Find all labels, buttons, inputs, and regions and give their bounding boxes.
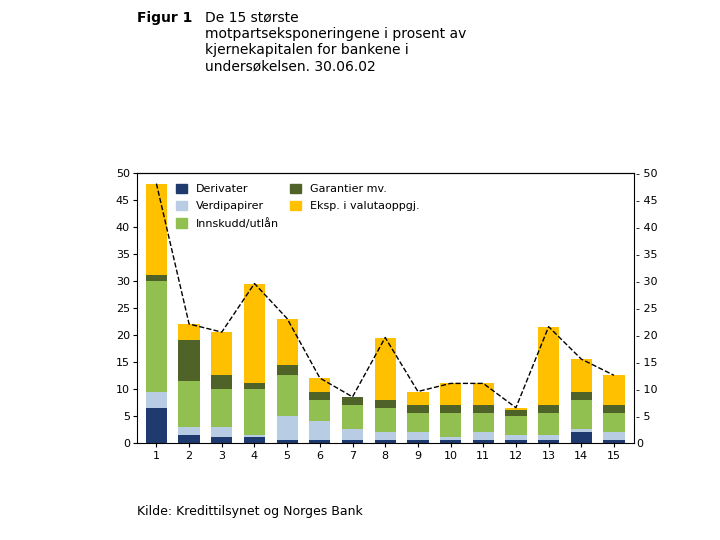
Bar bbox=[179, 324, 199, 340]
Bar bbox=[571, 400, 592, 429]
Bar bbox=[244, 389, 265, 435]
Bar bbox=[571, 359, 592, 392]
Bar bbox=[408, 432, 428, 440]
Bar bbox=[603, 440, 625, 443]
Text: Figur 1: Figur 1 bbox=[137, 11, 192, 25]
Bar bbox=[440, 383, 462, 405]
Bar bbox=[603, 413, 625, 432]
Bar bbox=[309, 421, 330, 440]
Bar bbox=[408, 413, 428, 432]
Bar bbox=[374, 400, 396, 408]
Bar bbox=[276, 440, 298, 443]
Bar bbox=[505, 440, 526, 443]
Bar bbox=[179, 340, 199, 381]
Bar bbox=[309, 392, 330, 400]
Bar bbox=[472, 413, 494, 432]
Bar bbox=[342, 440, 363, 443]
Bar bbox=[211, 427, 233, 437]
Bar bbox=[145, 281, 167, 392]
Bar bbox=[374, 432, 396, 440]
Bar bbox=[603, 432, 625, 440]
Bar bbox=[440, 413, 462, 437]
Bar bbox=[276, 364, 298, 375]
Bar bbox=[374, 338, 396, 400]
Bar bbox=[374, 440, 396, 443]
Bar bbox=[538, 435, 559, 440]
Bar bbox=[276, 319, 298, 364]
Bar bbox=[145, 408, 167, 443]
Bar bbox=[179, 427, 199, 435]
Bar bbox=[211, 332, 233, 375]
Text: Kilde: Kredittilsynet og Norges Bank: Kilde: Kredittilsynet og Norges Bank bbox=[137, 505, 363, 518]
Bar bbox=[472, 405, 494, 413]
Bar bbox=[374, 408, 396, 432]
Bar bbox=[145, 392, 167, 408]
Bar bbox=[472, 440, 494, 443]
Bar bbox=[145, 184, 167, 275]
Bar bbox=[211, 375, 233, 389]
Bar bbox=[179, 381, 199, 427]
Bar bbox=[309, 440, 330, 443]
Bar bbox=[603, 405, 625, 413]
Bar bbox=[145, 275, 167, 281]
Bar bbox=[309, 378, 330, 392]
Bar bbox=[244, 435, 265, 437]
Bar bbox=[309, 400, 330, 421]
Bar bbox=[211, 437, 233, 443]
Bar bbox=[408, 440, 428, 443]
Bar bbox=[408, 405, 428, 413]
Bar bbox=[342, 397, 363, 405]
Bar bbox=[440, 440, 462, 443]
Legend: Derivater, Verdipapirer, Innskudd/utlån, Garantier mv., Eksp. i valutaoppgj.: Derivater, Verdipapirer, Innskudd/utlån,… bbox=[176, 184, 419, 229]
Bar bbox=[603, 375, 625, 405]
Text: De 15 største
motpartseksponeringene i prosent av
kjernekapitalen for bankene i
: De 15 største motpartseksponeringene i p… bbox=[205, 11, 467, 73]
Bar bbox=[538, 440, 559, 443]
Bar bbox=[440, 437, 462, 440]
Bar bbox=[571, 392, 592, 400]
Bar bbox=[472, 383, 494, 405]
Bar bbox=[538, 413, 559, 435]
Bar bbox=[342, 429, 363, 440]
Bar bbox=[472, 432, 494, 440]
Bar bbox=[211, 389, 233, 427]
Bar bbox=[276, 416, 298, 440]
Bar bbox=[408, 392, 428, 405]
Bar bbox=[244, 383, 265, 389]
Bar bbox=[505, 410, 526, 416]
Bar bbox=[276, 375, 298, 416]
Bar bbox=[505, 408, 526, 410]
Bar bbox=[244, 437, 265, 443]
Bar bbox=[571, 429, 592, 432]
Bar bbox=[179, 435, 199, 443]
Bar bbox=[538, 405, 559, 413]
Bar bbox=[440, 405, 462, 413]
Bar bbox=[505, 416, 526, 435]
Bar bbox=[571, 432, 592, 443]
Bar bbox=[342, 405, 363, 429]
Bar bbox=[538, 327, 559, 405]
Bar bbox=[505, 435, 526, 440]
Bar bbox=[244, 284, 265, 383]
